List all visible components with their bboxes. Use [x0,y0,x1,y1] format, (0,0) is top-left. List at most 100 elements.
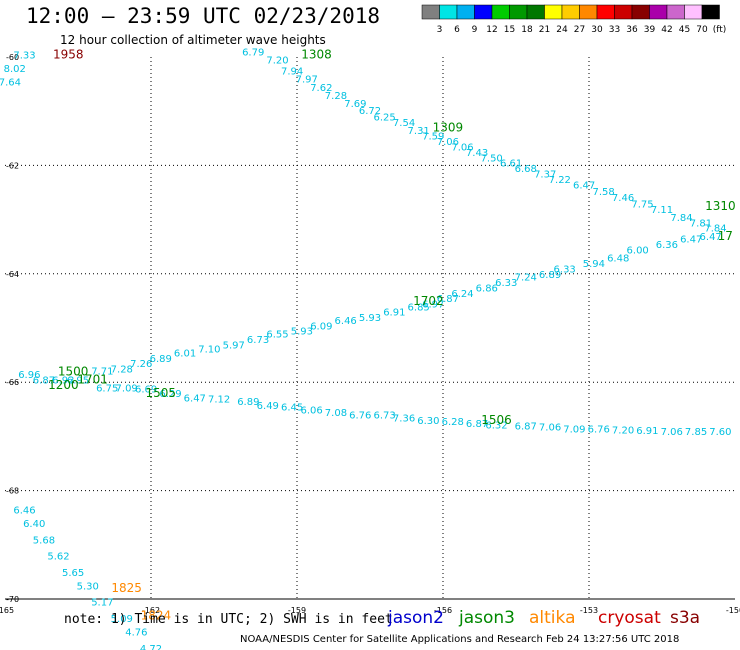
colorbar-label: 27 [574,25,585,35]
wave-height-value: 6.73 [247,335,269,346]
colorbar-label: 6 [454,25,460,35]
wave-height-value: 7.46 [612,193,634,204]
y-tick-label: -70 [6,595,19,604]
time-label: 1309 [433,120,464,134]
colorbar: 3 6 9 12 15 18 21 24 27 30 33 36 39 42 45 70 (ft) [421,4,727,35]
wave-height-value: 6.40 [23,519,45,530]
colorbar-label: 39 [644,25,656,35]
wave-height-value: 7.97 [296,75,318,86]
wave-height-value: 6.47 [573,180,595,191]
time-label: 1824 [141,608,172,622]
wave-height-value: 6.87 [515,422,537,433]
colorbar-label: 9 [472,25,478,35]
time-label: 1500 [58,364,89,378]
x-tick-label: -153 [580,606,598,615]
satellite-legend-altika: altika [529,608,576,628]
wave-height-value: 6.72 [359,106,381,117]
time-label: 1825 [111,581,142,595]
wave-height-value: 6.47 [700,232,722,243]
x-tick-label: -165 [0,606,14,615]
wave-height-value: 5.62 [47,552,69,563]
wave-height-value: 6.89 [237,397,259,408]
wave-height-value: 7.06 [539,423,561,434]
time-label: 1702 [413,294,444,308]
page-subtitle: 12 hour collection of altimeter wave hei… [60,33,326,47]
wave-height-value: 5.09 [111,614,133,625]
wave-height-value: 6.01 [174,348,196,359]
wave-height-value: 7.81 [690,218,712,229]
wave-height-value: 7.75 [631,199,653,210]
colorbar-label: 70 [696,25,708,35]
satellite-legend-s3a: s3a [670,608,701,628]
wave-height-value: 6.68 [515,164,537,175]
colorbar-swatch [701,4,720,20]
x-tick-label: -159 [288,606,306,615]
wave-height-value: 6.73 [373,411,395,422]
wave-height-value: 7.09 [116,384,138,395]
wave-height-value: 6.30 [417,416,439,427]
wave-height-value: 6.24 [451,289,473,300]
wave-height-value: 7.28 [325,91,347,102]
wave-height-value: 6.55 [266,329,288,340]
wave-height-value: 5.94 [583,259,605,270]
wave-height-value: 6.47 [680,235,702,246]
time-label: 1701 [77,372,108,386]
wave-height-value: 6.28 [442,417,464,428]
time-label: 1308 [301,47,332,61]
x-tick-label: -150 [726,606,740,615]
wave-height-value: 6.89 [150,354,172,365]
wave-height-value: 7.06 [661,427,683,438]
plot-area: -165 -162 -159 -156 -153 -150 -60 -62 -64 -66 -68 -… [0,47,740,650]
y-tick-label: -62 [6,161,19,170]
wave-height-value: 7.37 [534,170,556,181]
wave-height-value: 5.93 [359,313,381,324]
colorbar-label: 36 [626,25,638,35]
colorbar-label: 45 [679,25,690,35]
wave-height-value: 4.76 [125,628,147,639]
wave-height-value: 6.76 [588,424,610,435]
wave-height-value: 7.06 [437,137,459,148]
wave-height-value: 7.59 [422,132,444,143]
wave-height-value: 6.91 [383,308,405,319]
y-tick-label: -60 [6,53,19,62]
colorbar-label: 15 [504,25,515,35]
time-label: 17 [718,229,733,243]
wave-height-value: 5.30 [77,581,99,592]
wave-height-value: 7.85 [685,427,707,438]
wave-height-value: 6.49 [257,401,279,412]
wave-height-value: 7.60 [709,427,731,438]
wave-height-value: 6.36 [656,240,678,251]
wave-height-value: 6.47 [184,393,206,404]
wave-height-value: 6.06 [300,405,322,416]
wave-height-value: 6.00 [627,245,649,256]
wave-height-value: 7.20 [266,56,288,67]
wave-height-value: 7.54 [393,118,415,129]
wave-height-value: 7.31 [408,126,430,137]
wave-height-value: 6.85 [408,302,430,313]
wave-height-value: 7.20 [612,425,634,436]
wave-height-value: 4.72 [140,644,162,650]
colorbar-label: (ft) [713,25,727,35]
wave-height-value: 7.10 [198,345,220,356]
time-label: 1958 [53,47,84,61]
wave-height-value: 7.28 [111,365,133,376]
wave-height-value: 7.62 [310,83,332,94]
wave-height-value: 5.93 [291,327,313,338]
time-label: 1200 [48,378,79,392]
wave-height-value: 7.84 [704,224,726,235]
wave-height-value: 7.36 [393,413,415,424]
wave-height-value: 6.87 [466,419,488,430]
colorbar-label: 24 [556,25,568,35]
wave-height-value: 6.45 [281,403,303,414]
colorbar-label: 42 [661,25,672,35]
wave-height-value: 6.46 [13,506,35,517]
wave-height-value: 6.87 [437,294,459,305]
wave-height-value: 7.94 [281,67,303,78]
wave-height-value: 5.65 [62,568,84,579]
wave-height-value: 6.33 [554,264,576,275]
wave-height-value: 6.75 [96,384,118,395]
wave-height-value: 6.96 [18,370,40,381]
colorbar-label: 33 [609,25,620,35]
wave-height-value: 6.61 [500,159,522,170]
